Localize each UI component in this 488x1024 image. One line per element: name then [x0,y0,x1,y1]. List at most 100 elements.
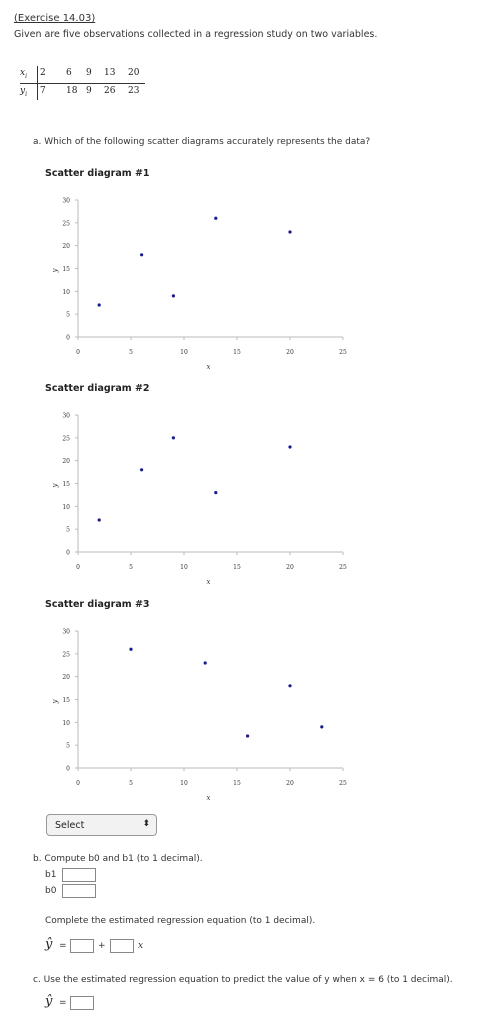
x-tick-label: 20 [286,564,294,571]
part-c-question: c. Use the estimated regression equation… [33,975,453,985]
b1-input[interactable] [62,868,96,882]
y-tick-label: 30 [62,413,70,420]
scatter-diagram-2: 0 5 10 15 20 25 30 0 5 10 15 20 25 x y [51,413,347,587]
y-value-3: 26 [104,86,116,96]
data-point [129,647,133,651]
x-tick-label: 10 [180,349,188,356]
y-value-1: 18 [66,86,78,96]
x-tick-label: 25 [339,564,347,571]
x-axis-label: x [207,794,211,802]
b1-equation-input[interactable] [110,939,134,953]
prediction-input[interactable] [70,996,94,1010]
x-tick-label: 10 [180,564,188,571]
x-value-3: 13 [104,68,116,78]
y-tick-label: 20 [62,458,70,465]
y-axis-label: y [51,267,59,273]
data-point [320,725,324,729]
data-point [203,661,207,665]
x-tick-label: 20 [286,349,294,356]
x-tick-label: 10 [180,780,188,787]
y-tick-label: 0 [66,766,70,773]
x-axis-label: x [207,578,211,586]
x-axis-label: x [207,363,211,371]
chart2-title: Scatter diagram #2 [45,383,150,394]
x-value-0: 2 [40,68,46,78]
x-tick-label: 15 [233,780,241,787]
x-tick-label: 15 [233,349,241,356]
x-tick-label: 5 [129,780,133,787]
scatter-diagram-3: 0 5 10 15 20 25 30 0 5 10 15 20 25 x y [51,629,347,803]
equation-plus: + [98,941,106,951]
data-point [214,216,218,220]
y-tick-label: 25 [62,220,70,227]
scatter-diagram-1: 0 5 10 15 20 25 30 0 5 10 15 20 25 x y [51,198,347,372]
x-label: x [20,68,26,78]
y-tick-label: 10 [62,504,70,511]
y-axis-label: y [51,698,59,704]
data-point [214,491,218,495]
data-point [171,294,175,298]
yhat-symbol-c: ŷ [45,994,53,1009]
y-tick-label: 0 [66,335,70,342]
x-row-label: xi [20,68,27,80]
b0-equation-input[interactable] [70,939,94,953]
yhat-symbol: ŷ [45,937,53,952]
data-point [246,734,250,738]
y-tick-label: 10 [62,720,70,727]
intro-text: Given are five observations collected in… [14,29,378,40]
data-point [97,518,101,522]
x-value-1: 6 [66,68,72,78]
chart1-title: Scatter diagram #1 [45,168,150,179]
y-tick-label: 0 [66,550,70,557]
b1-label: b1 [45,870,57,880]
y-value-4: 23 [128,86,140,96]
y-axis-label: y [51,482,59,488]
data-point [97,303,101,307]
x-tick-label: 5 [129,564,133,571]
y-sub: i [25,90,28,98]
y-tick-label: 15 [62,481,70,488]
part-a-question: a. Which of the following scatter diagra… [33,137,371,147]
y-label: y [20,86,26,96]
y-tick-label: 5 [66,743,70,750]
x-tick-label: 20 [286,780,294,787]
x-tick-label: 0 [76,564,80,571]
x-tick-label: 0 [76,349,80,356]
y-tick-label: 30 [62,198,70,205]
equation-equals: = [59,941,67,951]
y-tick-label: 15 [62,266,70,273]
y-row-label: yi [20,86,27,98]
data-point [288,230,292,234]
chart3-title: Scatter diagram #3 [45,599,150,610]
x-tick-label: 25 [339,780,347,787]
x-tick-label: 0 [76,780,80,787]
y-value-2: 9 [86,86,92,96]
x-sub: i [25,72,27,80]
equation-x: x [138,941,144,951]
x-tick-label: 25 [339,349,347,356]
table-divider-horizontal [20,83,145,84]
y-tick-label: 5 [66,527,70,534]
data-point [288,445,292,449]
prediction-equals: = [59,998,67,1008]
y-tick-label: 20 [62,243,70,250]
data-point [288,684,292,688]
y-tick-label: 15 [62,697,70,704]
data-point [140,253,144,257]
data-table: xi yi 2 6 9 13 20 7 18 9 26 23 [20,64,150,104]
b0-label: b0 [45,886,57,896]
y-tick-label: 25 [62,651,70,658]
exercise-link[interactable]: (Exercise 14.03) [14,13,96,24]
y-tick-label: 5 [66,312,70,319]
data-point [171,436,175,440]
x-value-2: 9 [86,68,92,78]
y-tick-label: 10 [62,289,70,296]
select-label: Select [55,820,85,831]
b0-input[interactable] [62,884,96,898]
scatter-select-dropdown[interactable]: Select ⬍ [46,814,157,836]
x-value-4: 20 [128,68,140,78]
data-point [140,468,144,472]
y-tick-label: 20 [62,674,70,681]
part-b-question: b. Compute b0 and b1 (to 1 decimal). [33,854,203,864]
y-value-0: 7 [40,86,46,96]
